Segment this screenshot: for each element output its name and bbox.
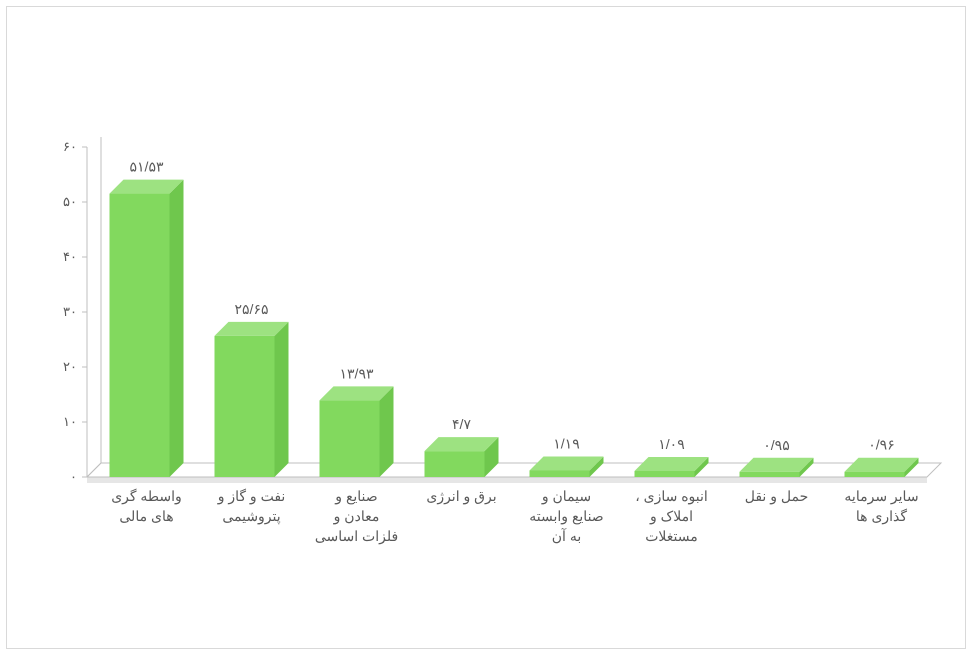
bar	[320, 400, 380, 477]
bar-side	[380, 386, 394, 477]
bar-value-label: ۰/۹۶	[868, 437, 894, 453]
y-tick-label: ۰	[70, 469, 77, 484]
bar	[845, 472, 905, 477]
x-tick-label: برق و انرژی	[426, 488, 496, 505]
bar-value-label: ۱/۰۹	[658, 436, 684, 452]
x-tick-label: گذاری ها	[856, 508, 907, 525]
y-tick-label: ۴۰	[63, 249, 77, 264]
bar	[215, 336, 275, 477]
x-tick-label: نفت و گاز و	[217, 488, 286, 505]
bar	[110, 194, 170, 477]
x-tick-label: فلزات اساسی	[315, 528, 398, 545]
x-tick-label: صنایع وابسته	[529, 508, 603, 525]
bar	[635, 471, 695, 477]
y-tick-label: ۶۰	[63, 139, 77, 154]
bar-value-label: ۰/۹۵	[763, 437, 789, 453]
x-tick-label: سیمان و	[541, 488, 591, 505]
x-tick-label: معادن و	[333, 508, 380, 525]
x-tick-label: انبوه سازی ،	[635, 488, 708, 505]
bar	[530, 470, 590, 477]
x-tick-label: واسطه گری	[111, 488, 182, 505]
bar-value-label: ۴/۷	[452, 416, 471, 432]
chart-frame: ۰ ۱۰ ۲۰ ۳۰ ۴۰ ۵۰ ۶۰ ۵۱/۵۳ واسطه گری های مالی ۲۵/۶۵…	[6, 6, 966, 649]
x-tick-label: صنایع و	[334, 488, 377, 505]
bar-value-label: ۱/۱۹	[553, 435, 579, 451]
bar-side	[275, 322, 289, 477]
y-tick-label: ۳۰	[63, 304, 77, 319]
bar-value-label: ۲۵/۶۵	[235, 301, 269, 317]
bar	[425, 451, 485, 477]
y-tick-label: ۲۰	[63, 359, 77, 374]
x-tick-label: سایر سرمایه	[844, 488, 918, 505]
x-tick-label: به آن	[552, 527, 581, 544]
x-tick-label: حمل و نقل	[745, 488, 808, 505]
y-tick-label: ۵۰	[63, 194, 77, 209]
x-tick-label: پتروشیمی	[222, 508, 280, 525]
bar	[740, 472, 800, 477]
bar-value-label: ۵۱/۵۳	[130, 159, 164, 175]
y-tick-label: ۱۰	[63, 414, 77, 429]
bar-side	[170, 180, 184, 477]
bar-chart: ۰ ۱۰ ۲۰ ۳۰ ۴۰ ۵۰ ۶۰ ۵۱/۵۳ واسطه گری های مالی ۲۵/۶۵…	[27, 137, 947, 637]
bar-value-label: ۱۳/۹۳	[340, 365, 374, 381]
x-tick-label: املاک و	[649, 508, 693, 525]
x-tick-label: های مالی	[119, 508, 173, 524]
x-tick-label: مستغلات	[645, 528, 698, 544]
